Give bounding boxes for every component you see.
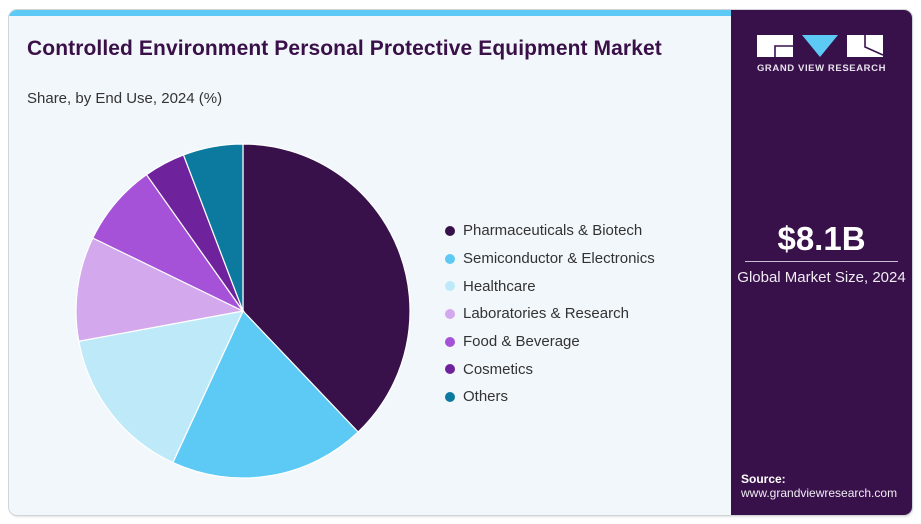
legend-marker (445, 225, 455, 236)
accent-bar (9, 10, 731, 16)
legend-item: Semiconductor & Electronics (445, 245, 655, 273)
pie-slice-healthcare (78, 310, 245, 464)
legend-marker (445, 308, 455, 319)
legend-marker (445, 364, 455, 375)
pie-slice-pharmaceuticals-biotech (242, 143, 411, 433)
market-size-label: Global Market Size, 2024 (737, 269, 906, 286)
chart-title: Controlled Environment Personal Protecti… (27, 37, 662, 60)
legend-marker (445, 281, 455, 292)
chart-subtitle: Share, by End Use, 2024 (%) (27, 90, 223, 107)
legend-marker (445, 253, 455, 264)
legend-item: Laboratories & Research (445, 300, 655, 328)
legend-label: Semiconductor & Electronics (463, 250, 655, 268)
source-label: Source: (741, 472, 786, 486)
legend-label: Cosmetics (463, 360, 534, 378)
legend-label: Laboratories & Research (463, 305, 629, 323)
legend-label: Healthcare (463, 277, 536, 295)
legend-item: Cosmetics (445, 355, 655, 383)
legend-marker (445, 336, 455, 347)
grand-view-research-logo (757, 35, 883, 57)
source-url[interactable]: www.grandviewresearch.com (741, 486, 898, 500)
legend-label: Food & Beverage (463, 333, 580, 351)
market-size-value: $8.1B (777, 220, 866, 257)
side-panel: GRAND VIEW RESEARCH $8.1B Global Market … (731, 10, 912, 515)
pie-slice-others (182, 143, 244, 312)
legend-item: Others (445, 383, 655, 411)
pie-chart (75, 143, 411, 479)
legend-item: Pharmaceuticals & Biotech (445, 217, 655, 245)
chart-card: Controlled Environment Personal Protecti… (9, 10, 912, 515)
legend-marker (445, 391, 455, 402)
legend-label: Others (463, 388, 509, 406)
brand-name: GRAND VIEW RESEARCH (756, 63, 887, 74)
legend-item: Healthcare (445, 272, 655, 300)
legend: Pharmaceuticals & Biotech Semiconductor &… (445, 217, 655, 411)
divider (745, 261, 898, 262)
legend-item: Food & Beverage (445, 328, 655, 356)
pie-slice-laboratories-research (75, 237, 245, 342)
pie-slice-semiconductor-electronics (172, 309, 359, 479)
legend-label: Pharmaceuticals & Biotech (463, 222, 643, 240)
